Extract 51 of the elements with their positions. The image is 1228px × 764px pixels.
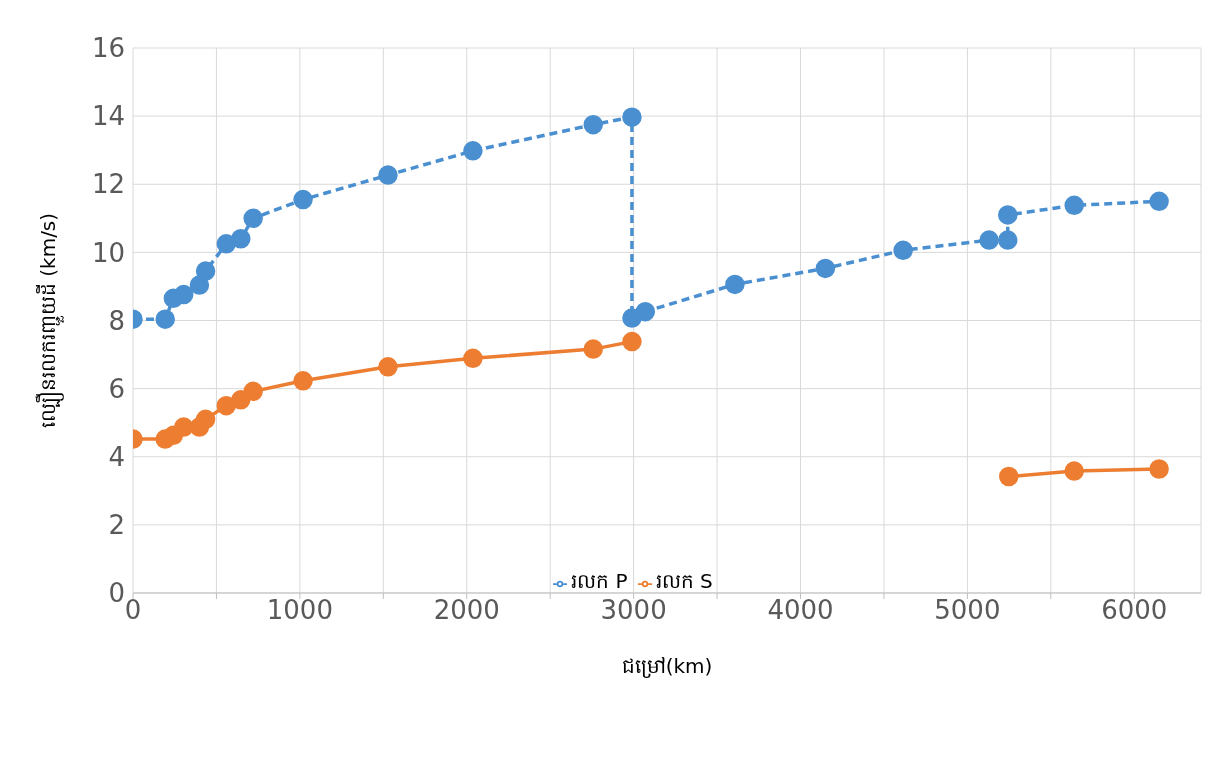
y-tick-label: 8 — [108, 305, 125, 336]
point — [378, 165, 398, 185]
point — [243, 381, 263, 402]
point — [463, 348, 483, 369]
point — [173, 417, 194, 437]
point — [378, 357, 398, 377]
point — [463, 141, 483, 161]
point — [998, 205, 1018, 225]
point — [195, 261, 216, 281]
point — [999, 466, 1019, 487]
point — [189, 275, 210, 295]
point — [216, 234, 237, 254]
point — [1149, 459, 1169, 479]
point — [622, 331, 642, 352]
point — [979, 230, 999, 250]
legend-label: រលក P — [571, 569, 628, 593]
point — [243, 208, 263, 229]
point — [195, 409, 216, 430]
point — [216, 395, 237, 416]
y-tick-label: 14 — [91, 101, 125, 132]
x-axis-title: ជម្រៅ(km) — [621, 654, 713, 678]
point — [173, 284, 194, 305]
y-axis-title: ល្បឿនរលករញ្ជួយដី (km/s) — [35, 212, 65, 429]
point — [893, 240, 913, 261]
legend-label: រលក S — [655, 569, 713, 593]
y-tick-label: 12 — [91, 169, 125, 200]
y-tick-label: 10 — [91, 237, 125, 268]
y-tick-label: 16 — [91, 33, 125, 64]
point — [622, 107, 642, 127]
point — [1149, 191, 1169, 212]
point — [293, 371, 313, 391]
y-tick-label: 4 — [108, 441, 125, 472]
point — [583, 339, 603, 359]
x-tick-label: 5000 — [934, 595, 1001, 626]
y-tick-label: 2 — [108, 510, 125, 541]
point — [155, 309, 175, 329]
point — [231, 229, 251, 249]
x-tick-label: 3000 — [600, 595, 667, 626]
point — [1064, 461, 1084, 481]
y-tick-label: 6 — [108, 373, 125, 404]
point — [583, 114, 603, 135]
point — [725, 274, 745, 295]
x-tick-label: 2000 — [433, 595, 500, 626]
point — [635, 301, 656, 322]
x-tick-label: 6000 — [1101, 595, 1168, 626]
point — [998, 230, 1018, 250]
point — [815, 258, 836, 279]
x-tick-label: 1000 — [266, 595, 333, 626]
x-tick-label: 4000 — [767, 595, 834, 626]
point — [1064, 195, 1084, 216]
point — [293, 189, 313, 210]
